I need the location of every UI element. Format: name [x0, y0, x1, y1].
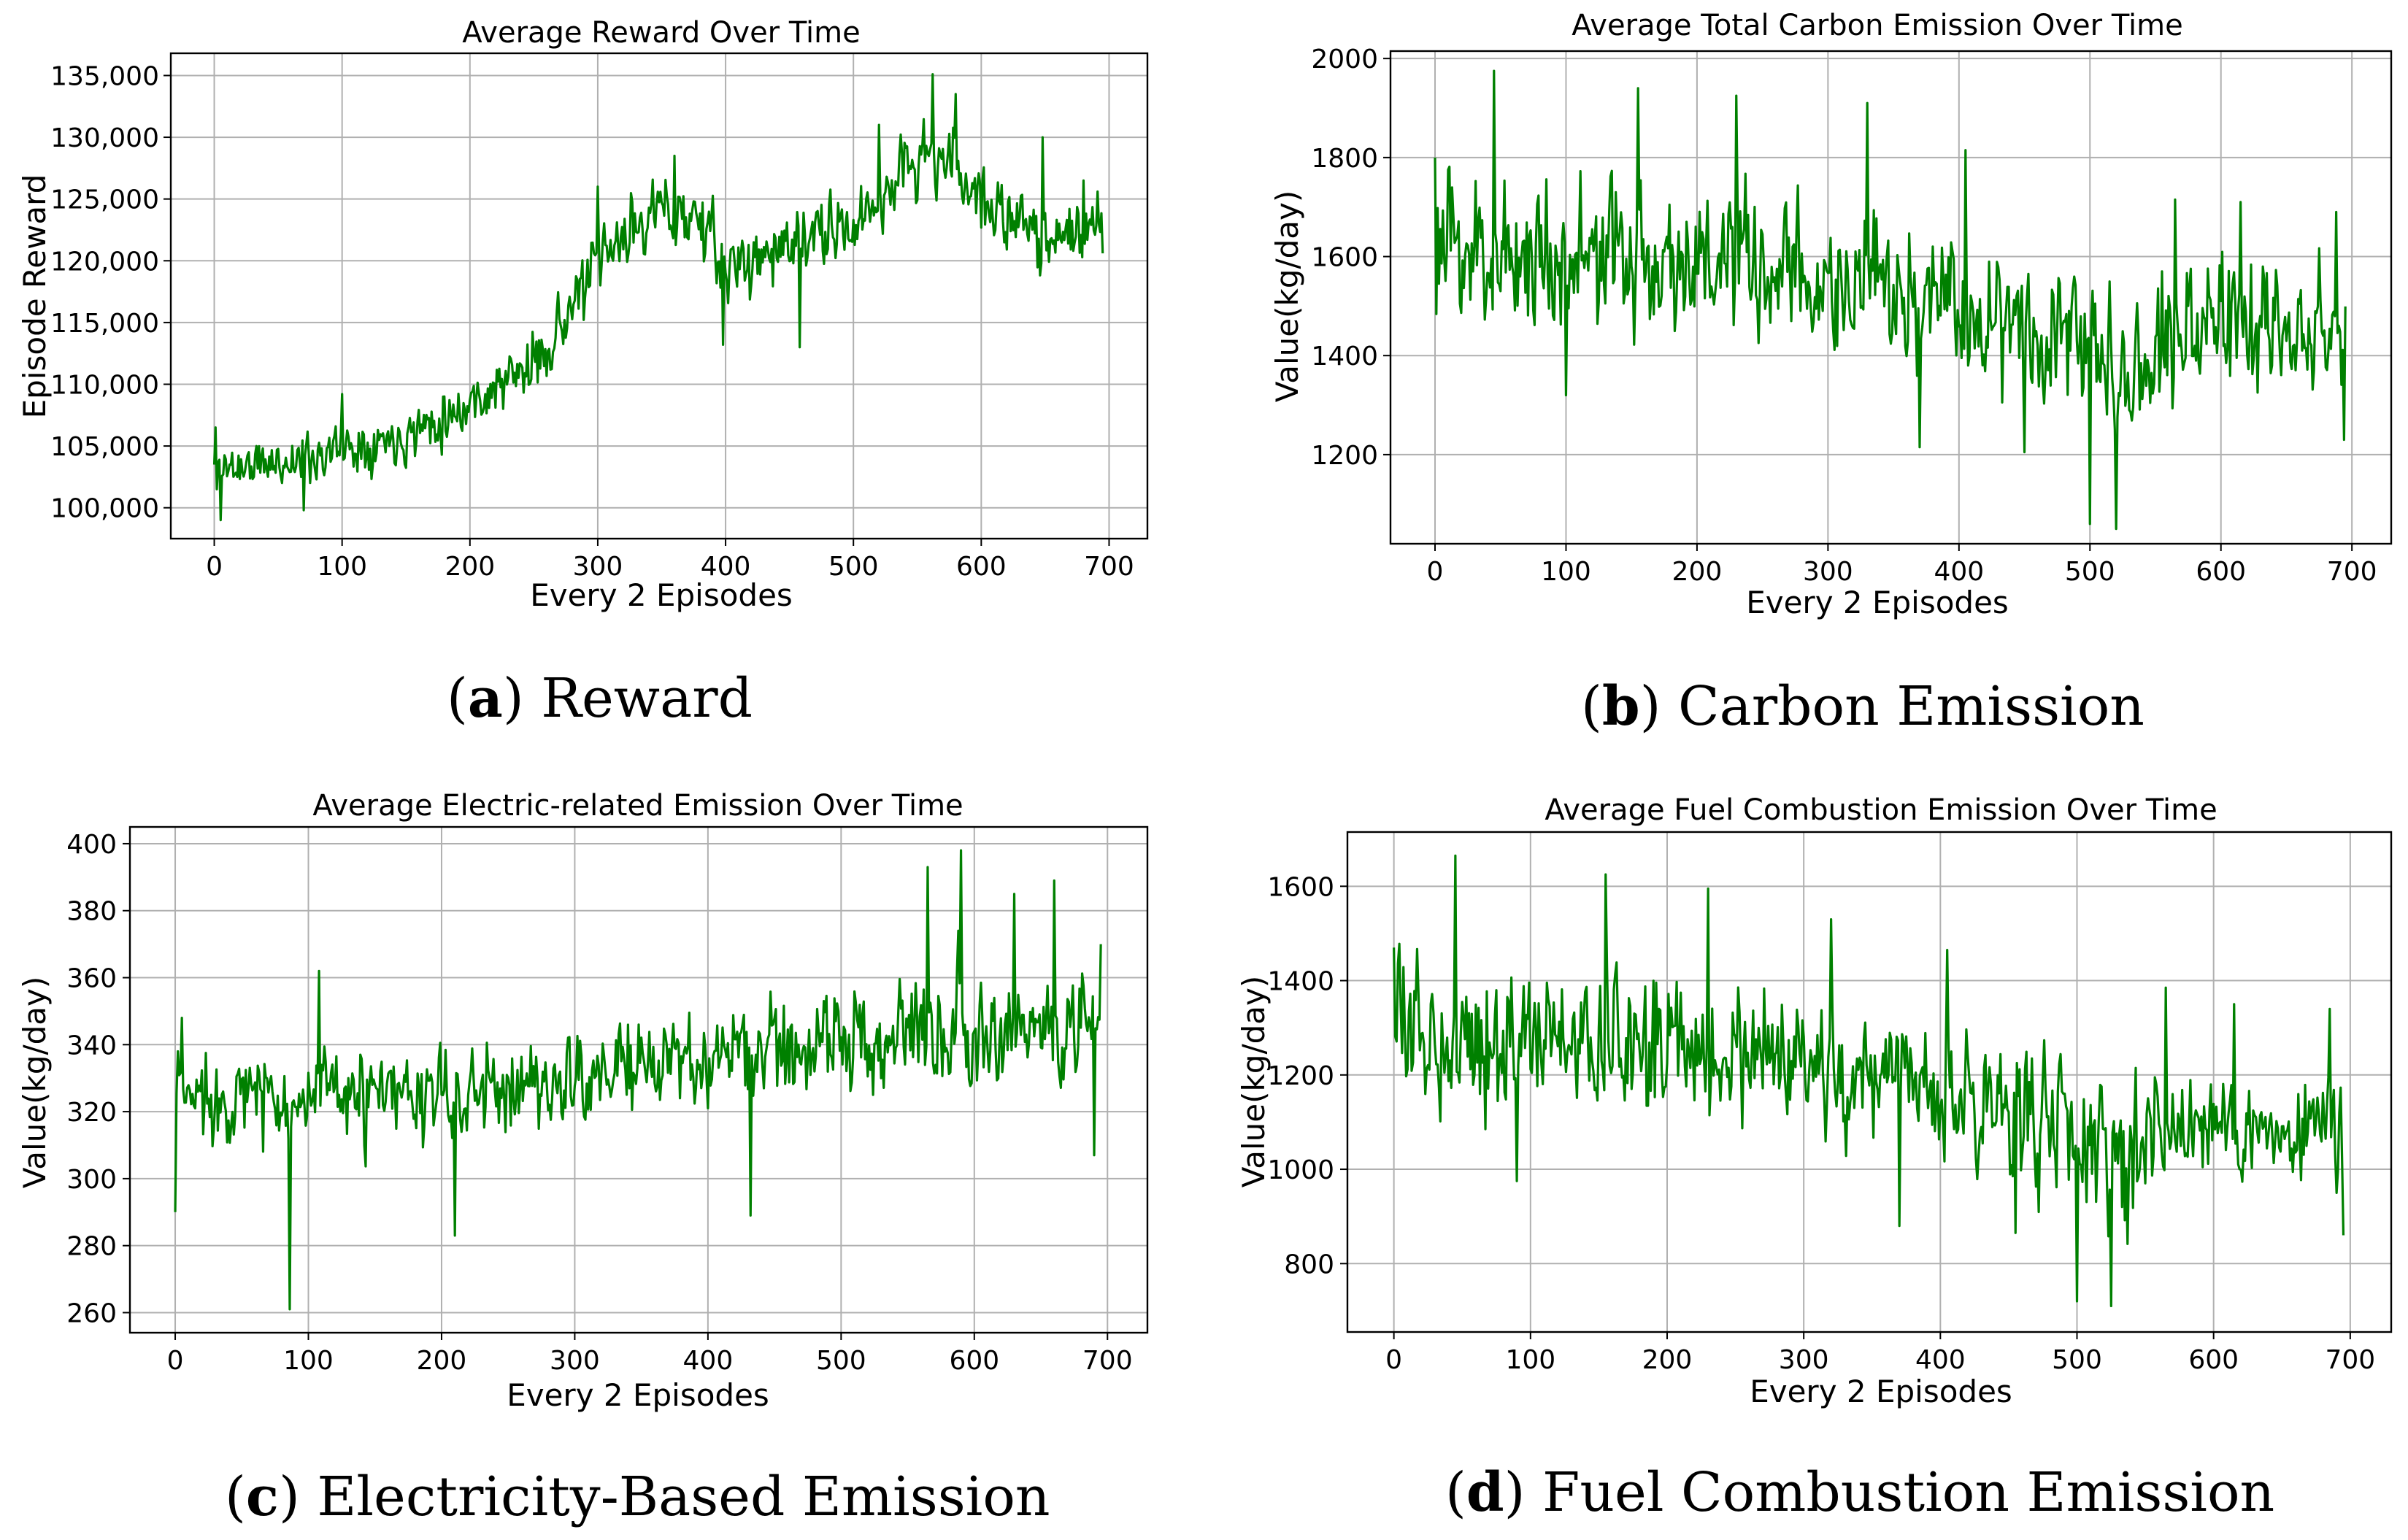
y-tick-label: 115,000	[50, 309, 159, 339]
chart-panel-b: Average Total Carbon Emission Over Time …	[1269, 9, 2393, 620]
x-axis-label: Every 2 Episodes	[1746, 585, 2009, 620]
y-tick-label: 800	[1284, 1250, 1334, 1279]
y-tick-label: 125,000	[50, 185, 159, 215]
x-tick-label: 200	[445, 552, 495, 582]
x-tick-label: 500	[816, 1346, 866, 1376]
x-tick-label: 100	[283, 1346, 334, 1376]
x-tick-label: 100	[1541, 557, 1591, 587]
y-axis-label: Value(kg/day)	[1269, 190, 1305, 403]
x-tick-label: 300	[573, 552, 623, 582]
y-tick-label: 320	[66, 1098, 117, 1128]
x-tick-label: 700	[2327, 557, 2377, 587]
series-line	[1393, 854, 2345, 1308]
plot-frame	[169, 52, 1149, 540]
x-tick-label: 300	[1779, 1345, 1829, 1375]
x-tick-label: 700	[2325, 1345, 2375, 1375]
x-tick-label: 0	[206, 552, 223, 582]
x-tick-label: 600	[956, 552, 1007, 582]
y-tick-label: 130,000	[50, 123, 159, 153]
x-tick-label: 200	[1672, 557, 1723, 587]
x-tick-label: 200	[417, 1346, 467, 1376]
y-tick-label: 1200	[1311, 441, 1378, 471]
plot-frame	[1346, 831, 2393, 1333]
series-line	[1434, 69, 2347, 531]
x-tick-label: 700	[1084, 552, 1134, 582]
x-tick-label: 200	[1642, 1345, 1693, 1375]
y-tick-label: 260	[66, 1298, 117, 1328]
y-tick-label: 135,000	[50, 61, 159, 91]
x-tick-label: 300	[550, 1346, 600, 1376]
y-tick-label: 1000	[1267, 1155, 1334, 1185]
y-axis-label: Episode Reward	[17, 174, 53, 419]
plot-area: 0 100 200 300 400 500 600 700 260 280 300 320 340 360…	[66, 825, 1149, 1376]
chart-panel-a: Average Reward Over Time Every 2 Episode…	[17, 16, 1149, 613]
y-tick-label: 360	[66, 964, 117, 994]
y-tick-label: 1400	[1311, 342, 1378, 371]
y-tick-label: 1800	[1311, 144, 1378, 174]
caption-a: (a) Reward	[447, 667, 753, 730]
caption-d: (d) Fuel Combustion Emission	[1445, 1461, 2275, 1524]
y-tick-label: 380	[66, 897, 117, 927]
x-tick-label: 400	[1934, 557, 1984, 587]
x-tick-label: 400	[1915, 1345, 1966, 1375]
series-line	[212, 73, 1104, 522]
x-tick-label: 400	[701, 552, 751, 582]
chart-title: Average Fuel Combustion Emission Over Ti…	[1545, 793, 2217, 827]
y-axis-label: Value(kg/day)	[1236, 976, 1272, 1188]
y-tick-label: 1600	[1311, 243, 1378, 273]
x-tick-label: 600	[949, 1346, 999, 1376]
caption-b: (b) Carbon Emission	[1581, 675, 2144, 738]
x-tick-label: 100	[317, 552, 367, 582]
y-tick-label: 400	[66, 830, 117, 860]
x-tick-label: 500	[2052, 1345, 2102, 1375]
y-tick-label: 280	[66, 1232, 117, 1262]
chart-title: Average Total Carbon Emission Over Time	[1572, 9, 2182, 42]
y-tick-label: 300	[66, 1165, 117, 1195]
x-tick-label: 0	[1427, 557, 1444, 587]
x-tick-label: 300	[1803, 557, 1853, 587]
y-tick-label: 120,000	[50, 247, 159, 277]
x-tick-label: 100	[1505, 1345, 1555, 1375]
x-axis-label: Every 2 Episodes	[507, 1377, 769, 1413]
series-line	[174, 849, 1102, 1311]
x-tick-label: 500	[2065, 557, 2115, 587]
y-tick-label: 1200	[1267, 1061, 1334, 1091]
y-tick-label: 100,000	[50, 494, 159, 524]
x-axis-label: Every 2 Episodes	[1750, 1374, 2012, 1409]
y-tick-label: 105,000	[50, 432, 159, 462]
chart-title: Average Reward Over Time	[462, 16, 860, 50]
x-tick-label: 600	[2196, 557, 2246, 587]
x-tick-label: 0	[1385, 1345, 1402, 1375]
x-tick-label: 500	[828, 552, 879, 582]
plot-area: 0 100 200 300 400 500 600 700 800 1000 1200 1400 160…	[1267, 831, 2393, 1375]
x-axis-label: Every 2 Episodes	[530, 577, 793, 613]
chart-panel-c: Average Electric-related Emission Over T…	[17, 789, 1149, 1413]
y-tick-label: 2000	[1311, 45, 1378, 74]
plot-frame	[128, 825, 1149, 1334]
x-tick-label: 600	[2188, 1345, 2239, 1375]
plot-frame	[1389, 50, 2393, 545]
plot-area: 0 100 200 300 400 500 600 700 1200 1400 1600 1800 20…	[1311, 45, 2393, 587]
x-tick-label: 0	[167, 1346, 184, 1376]
y-tick-label: 1600	[1267, 872, 1334, 902]
x-tick-label: 400	[683, 1346, 734, 1376]
y-tick-label: 340	[66, 1031, 117, 1060]
y-tick-label: 1400	[1267, 967, 1334, 997]
y-axis-label: Value(kg/day)	[17, 977, 53, 1189]
x-tick-label: 700	[1082, 1346, 1133, 1376]
plot-area: 0 100 200 300 400 500 600 700 100,000 105,000 110,…	[50, 52, 1149, 582]
caption-c: (c) Electricity-Based Emission	[225, 1466, 1050, 1528]
chart-panel-d: Average Fuel Combustion Emission Over Ti…	[1236, 793, 2393, 1409]
chart-title: Average Electric-related Emission Over T…	[312, 789, 963, 823]
y-tick-label: 110,000	[50, 370, 159, 400]
